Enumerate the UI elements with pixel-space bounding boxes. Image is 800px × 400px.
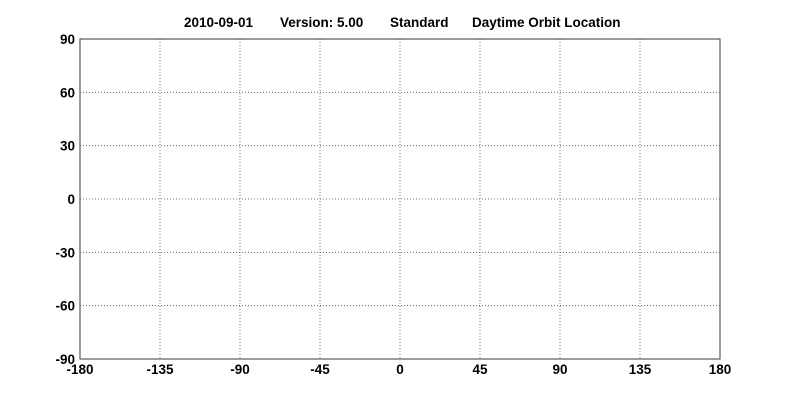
svg-text:-90: -90 (230, 362, 250, 377)
svg-text:90: 90 (552, 362, 567, 377)
svg-text:-180: -180 (66, 362, 93, 377)
svg-text:180: 180 (709, 362, 732, 377)
svg-text:135: 135 (629, 362, 652, 377)
svg-text:0: 0 (396, 362, 404, 377)
svg-text:Daytime Orbit Location: Daytime Orbit Location (472, 15, 621, 30)
svg-text:Version: 5.00: Version: 5.00 (280, 15, 363, 30)
svg-text:0: 0 (67, 192, 75, 207)
svg-text:Standard: Standard (390, 15, 449, 30)
svg-text:45: 45 (472, 362, 488, 377)
svg-text:90: 90 (60, 32, 75, 47)
svg-text:30: 30 (60, 139, 75, 154)
svg-text:2010-09-01: 2010-09-01 (184, 15, 254, 30)
svg-text:-135: -135 (146, 362, 174, 377)
svg-text:-30: -30 (55, 245, 75, 260)
svg-text:-60: -60 (55, 299, 75, 314)
svg-text:-45: -45 (310, 362, 330, 377)
svg-text:60: 60 (60, 85, 75, 100)
